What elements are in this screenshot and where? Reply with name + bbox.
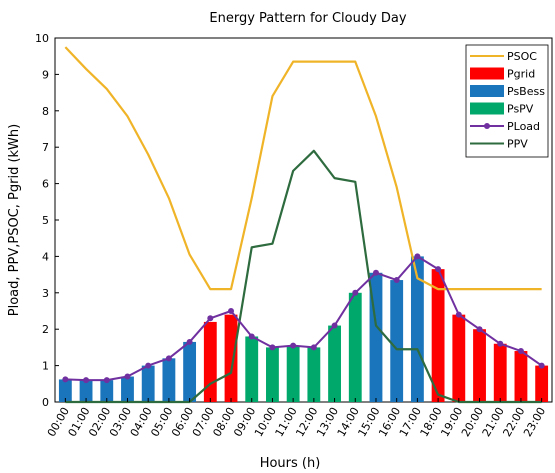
legend-marker-pload bbox=[484, 123, 490, 129]
legend-label-pload: PLoad bbox=[507, 120, 540, 133]
y-tick-label-10: 10 bbox=[35, 32, 49, 45]
point-pload-9 bbox=[248, 333, 255, 340]
bar-layer bbox=[58, 256, 549, 402]
x-axis: 00:0001:0002:0003:0004:0005:0006:0007:00… bbox=[45, 398, 548, 439]
legend-label-ppv: PPV bbox=[507, 138, 528, 151]
point-pload-17 bbox=[414, 253, 421, 260]
point-pload-15 bbox=[372, 269, 379, 276]
chart-title: Energy Pattern for Cloudy Day bbox=[209, 11, 406, 26]
bar-pspv-9 bbox=[245, 336, 259, 402]
y-tick-label-7: 7 bbox=[42, 141, 49, 154]
y-tick-label-3: 3 bbox=[42, 287, 49, 300]
y-axis: 0 1 2 3 4 5 6 7 8 9 10 bbox=[35, 32, 59, 409]
line-psoc bbox=[64, 46, 542, 291]
point-pload-12 bbox=[310, 344, 317, 351]
point-pload-7 bbox=[207, 315, 214, 322]
point-pload-13 bbox=[331, 322, 338, 329]
y-tick-label-8: 8 bbox=[42, 105, 49, 118]
legend-box bbox=[465, 44, 549, 158]
bar-psbess-3 bbox=[121, 376, 134, 402]
point-pload-22 bbox=[517, 348, 524, 355]
point-pload-1 bbox=[83, 377, 90, 384]
x-axis-label: Hours (h) bbox=[260, 456, 321, 471]
point-pload-2 bbox=[103, 377, 110, 384]
y-tick-label-1: 1 bbox=[42, 360, 49, 373]
point-pload-6 bbox=[186, 338, 193, 345]
bar-psbess-0 bbox=[58, 379, 72, 402]
bar-pspv-13 bbox=[328, 325, 341, 402]
legend-swatch-pgrid bbox=[470, 67, 504, 80]
point-pload-18 bbox=[435, 266, 442, 273]
line-pload bbox=[65, 255, 543, 382]
point-pload-21 bbox=[497, 340, 504, 347]
point-pload-23 bbox=[538, 362, 545, 369]
bar-psbess-2 bbox=[100, 380, 114, 402]
bar-pgrid-7 bbox=[203, 321, 217, 402]
bar-pgrid-23 bbox=[535, 365, 549, 402]
bar-psbess-17 bbox=[410, 256, 424, 402]
y-tick-label-5: 5 bbox=[42, 214, 49, 227]
y-tick-label-9: 9 bbox=[42, 68, 49, 81]
bar-pgrid-18 bbox=[431, 269, 445, 402]
point-pload-20 bbox=[476, 326, 483, 333]
bar-pgrid-8 bbox=[224, 314, 238, 402]
point-pload-8 bbox=[228, 308, 235, 314]
bar-pgrid-19 bbox=[452, 314, 466, 402]
bar-pspv-11 bbox=[286, 345, 300, 402]
bar-pgrid-22 bbox=[514, 351, 528, 402]
bar-pspv-12 bbox=[307, 347, 321, 402]
bar-psbess-16 bbox=[390, 280, 404, 402]
bar-psbess-1 bbox=[79, 380, 93, 402]
y-axis-label: Pload, PPV,PSOC, Pgrid (kWh) bbox=[7, 124, 22, 316]
legend-label-psoc: PSOC bbox=[507, 50, 537, 63]
point-pload-11 bbox=[290, 342, 297, 349]
legend-label-psbess: PsBess bbox=[507, 85, 545, 98]
legend-label-pspv: PsPV bbox=[507, 103, 534, 116]
bar-pspv-10 bbox=[266, 347, 279, 402]
bar-pspv-14 bbox=[348, 292, 362, 402]
bar-pgrid-21 bbox=[493, 343, 507, 402]
point-pload-4 bbox=[145, 362, 152, 369]
line-layer bbox=[62, 46, 545, 404]
bar-psbess-5 bbox=[162, 358, 176, 402]
point-pload-10 bbox=[269, 344, 276, 351]
y-tick-label-2: 2 bbox=[42, 323, 49, 336]
y-tick-label-6: 6 bbox=[42, 178, 49, 191]
point-pload-0 bbox=[62, 376, 69, 383]
point-pload-5 bbox=[165, 355, 172, 362]
legend-swatch-pspv bbox=[470, 102, 504, 115]
legend: PSOC Pgrid PsBess PsPV PLoad PPV bbox=[465, 44, 549, 158]
x-tick-label-23: 23:00 bbox=[521, 405, 548, 439]
legend-label-pgrid: Pgrid bbox=[507, 68, 535, 81]
point-pload-16 bbox=[393, 277, 400, 284]
y-tick-label-0: 0 bbox=[42, 396, 49, 409]
line-ppv bbox=[65, 149, 542, 404]
point-pload-19 bbox=[455, 311, 462, 318]
bar-psbess-6 bbox=[183, 341, 197, 402]
y-tick-label-4: 4 bbox=[42, 250, 49, 263]
legend-swatch-psbess bbox=[470, 85, 504, 97]
bar-psbess-4 bbox=[141, 365, 155, 402]
point-pload-3 bbox=[124, 373, 131, 380]
bar-pgrid-20 bbox=[473, 329, 486, 402]
point-pload-14 bbox=[352, 289, 359, 296]
